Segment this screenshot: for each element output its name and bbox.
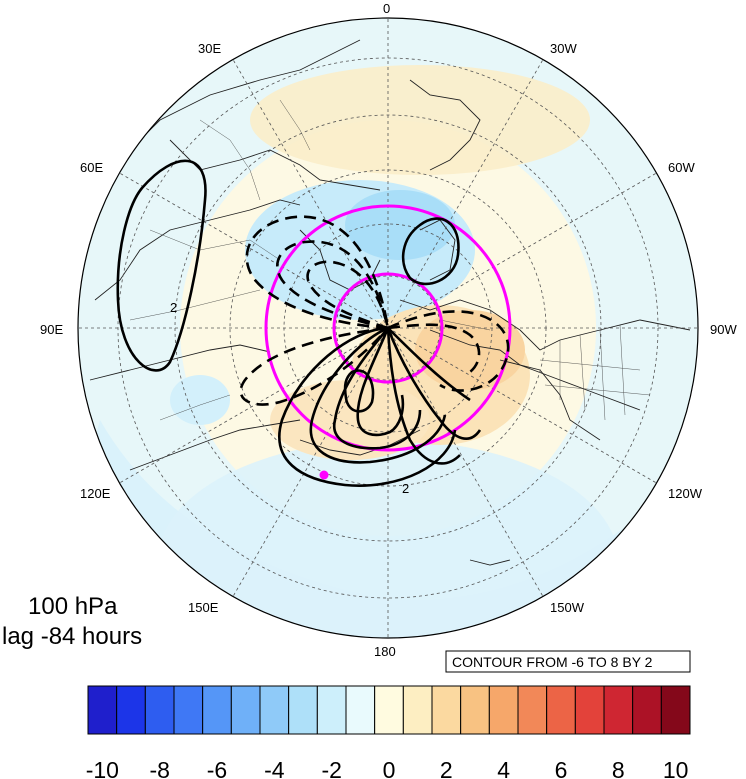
colorbar-swatch [517, 685, 548, 735]
lon-label-180: 180 [374, 644, 396, 659]
colorbar-swatch [374, 685, 404, 735]
lon-label-30w: 30W [550, 41, 577, 56]
lon-label-60e: 60E [80, 160, 103, 175]
colorbar-swatch [144, 685, 175, 735]
contour-labels: 2 2 [170, 300, 409, 496]
colorbar-tick-label: 0 [383, 757, 396, 779]
colorbar-swatch [202, 685, 232, 735]
location-marker [319, 470, 329, 480]
colorbar-tick-label: 4 [497, 757, 510, 779]
lon-label-30e: 30E [198, 41, 221, 56]
negative-contours [239, 215, 510, 406]
colorbar-swatch [660, 685, 691, 735]
lon-label-150e: 150E [188, 600, 219, 615]
positive-contours [116, 159, 482, 487]
colorbar-tick-label: -8 [149, 757, 169, 779]
colorbar [87, 685, 691, 735]
level-label: 100 hPa [28, 593, 118, 620]
colorbar-swatch [603, 685, 634, 735]
colorbar-tick-label: -4 [264, 757, 285, 779]
colorbar-swatch [632, 685, 662, 735]
colorbar-swatch [116, 685, 146, 735]
globe-outline [77, 17, 699, 639]
lag-label: lag -84 hours [2, 623, 142, 650]
colorbar-swatch [173, 685, 204, 735]
lon-label-120w: 120W [668, 486, 703, 501]
lon-label-0: 0 [383, 1, 390, 16]
outer-reference-circle [264, 204, 512, 452]
colorbar-swatch [230, 685, 261, 735]
colorbar-tick-labels: -10 -8 -6 -4 -2 0 2 4 6 8 10 [86, 757, 689, 779]
colorbar-tick-label: -6 [207, 757, 227, 779]
colorbar-tick-label: 8 [612, 757, 625, 779]
colorbar-tick-label: 2 [440, 757, 453, 779]
colorbar-swatch [546, 685, 576, 735]
colorbar-swatch [316, 685, 347, 735]
contour-info-text: CONTOUR FROM -6 TO 8 BY 2 [452, 654, 653, 670]
contour-label-2-west: 2 [170, 300, 177, 315]
colorbar-swatch [345, 685, 376, 735]
colorbar-swatch [87, 685, 118, 735]
colorbar-swatch [460, 685, 490, 735]
political-borders [129, 99, 651, 421]
lon-label-90e: 90E [40, 322, 63, 337]
colorbar-swatch [431, 685, 462, 735]
colorbar-swatch [488, 685, 519, 735]
colorbar-swatch [288, 685, 318, 735]
reference-circles [264, 204, 512, 452]
colorbar-swatch [402, 685, 433, 735]
lon-label-90w: 90W [710, 322, 737, 337]
lon-label-60w: 60W [668, 160, 695, 175]
colorbar-swatch [259, 685, 290, 735]
colorbar-tick-label: -2 [321, 757, 341, 779]
colorbar-tick-label: 6 [555, 757, 568, 779]
meridian-lines [78, 18, 698, 638]
colorbar-tick-label: -10 [86, 757, 119, 779]
contour-info-box: CONTOUR FROM -6 TO 8 BY 2 [445, 650, 691, 673]
colorbar-swatch [574, 685, 605, 735]
colorbar-tick-label: 10 [663, 757, 689, 779]
coastlines [89, 39, 691, 566]
contour-label-2: 2 [402, 481, 409, 496]
lon-label-120e: 120E [80, 486, 111, 501]
meridian-labels: 0 30W 60W 90W 120W 150W 180 150E 120E 90… [40, 1, 737, 659]
lon-label-150w: 150W [550, 600, 585, 615]
inner-reference-circle [332, 272, 444, 384]
